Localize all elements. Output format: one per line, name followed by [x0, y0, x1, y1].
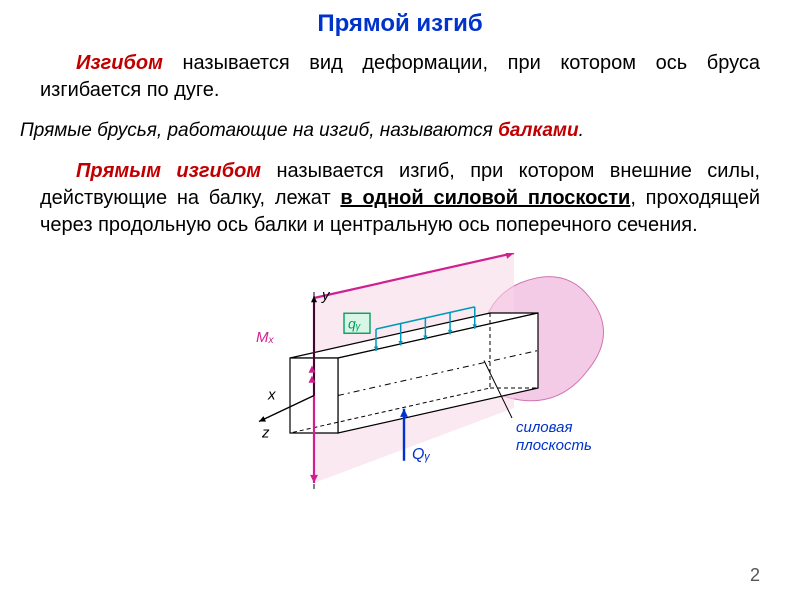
svg-text:силовая: силовая: [516, 419, 573, 436]
svg-text:z: z: [261, 424, 270, 441]
svg-text:x: x: [267, 386, 276, 403]
diagram-container: yzxMₓqᵧQᵧсиловаяплоскость: [40, 253, 760, 503]
para2-post: .: [579, 120, 584, 141]
definition-bending: Изгибом называется вид деформации, при к…: [40, 50, 760, 104]
definition-direct-bending: Прямым изгибом называется изгиб, при кот…: [40, 158, 760, 239]
beam-diagram: yzxMₓqᵧQᵧсиловаяплоскость: [190, 253, 610, 503]
page-title: Прямой изгиб: [40, 10, 760, 38]
definition-beam: Прямые брусья, работающие на изгиб, назы…: [20, 118, 780, 144]
svg-text:Mₓ: Mₓ: [256, 329, 274, 346]
term-pryamoy-izgib: Прямым изгибом: [76, 160, 261, 182]
page-number: 2: [750, 565, 760, 586]
term-balka: балками: [498, 120, 578, 141]
svg-text:qᵧ: qᵧ: [348, 315, 361, 331]
term-izgib: Изгибом: [76, 52, 163, 74]
term-force-plane: в одной силовой плоскости: [340, 187, 630, 209]
para2-pre: Прямые брусья, работающие на изгиб, назы…: [20, 120, 498, 141]
svg-text:Qᵧ: Qᵧ: [412, 445, 430, 462]
svg-text:плоскость: плоскость: [516, 437, 592, 454]
